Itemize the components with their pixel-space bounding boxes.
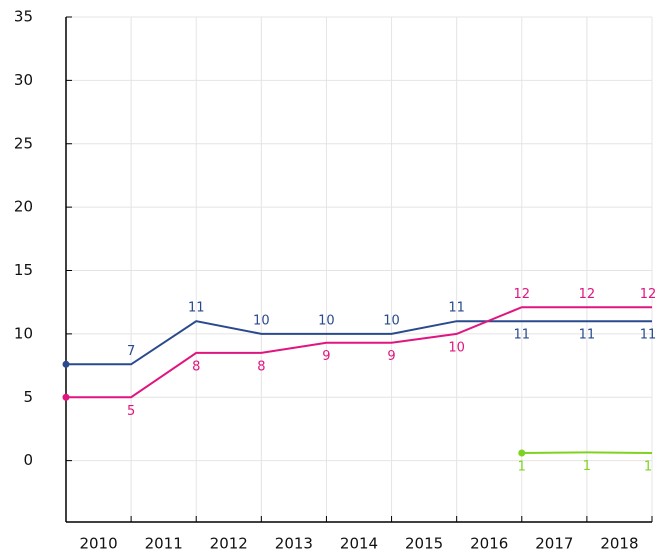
series-line bbox=[521, 451, 653, 455]
value-label: 10 bbox=[383, 313, 400, 328]
series-line bbox=[66, 320, 652, 366]
y-tick-label: 0 bbox=[23, 451, 33, 469]
start-dot bbox=[518, 449, 526, 457]
value-label: 11 bbox=[188, 301, 205, 316]
start-dot bbox=[62, 393, 70, 401]
value-label: 1 bbox=[518, 460, 526, 475]
value-label: 11 bbox=[514, 328, 531, 343]
series-line bbox=[66, 306, 652, 399]
value-label: 8 bbox=[257, 359, 265, 374]
value-label: 11 bbox=[448, 301, 465, 316]
value-label: 12 bbox=[579, 287, 596, 302]
value-label: 5 bbox=[127, 404, 135, 419]
value-label: 10 bbox=[318, 313, 335, 328]
x-tick-label: 2012 bbox=[210, 535, 248, 553]
y-tick-label: 35 bbox=[14, 8, 33, 26]
y-tick-label: 15 bbox=[14, 261, 33, 279]
y-tick-label: 10 bbox=[14, 324, 33, 342]
value-label: 7 bbox=[127, 344, 135, 359]
y-tick-label: 5 bbox=[23, 388, 33, 406]
value-label: 12 bbox=[640, 287, 657, 302]
x-tick-label: 2016 bbox=[470, 535, 508, 553]
value-label: 9 bbox=[387, 349, 395, 364]
x-tick-label: 2018 bbox=[600, 535, 638, 553]
value-label: 11 bbox=[640, 328, 657, 343]
y-tick-label: 20 bbox=[14, 198, 33, 216]
start-dot bbox=[62, 360, 70, 368]
value-label: 8 bbox=[192, 359, 200, 374]
x-tick-label: 2010 bbox=[79, 535, 117, 553]
x-tick-label: 2015 bbox=[405, 535, 443, 553]
value-label: 12 bbox=[514, 287, 531, 302]
x-tick-label: 2011 bbox=[145, 535, 183, 553]
x-tick-label: 2014 bbox=[340, 535, 378, 553]
value-label: 10 bbox=[448, 340, 465, 355]
x-tick-label: 2017 bbox=[535, 535, 573, 553]
x-tick-label: 2013 bbox=[275, 535, 313, 553]
value-label: 1 bbox=[644, 460, 652, 475]
value-label: 11 bbox=[579, 328, 596, 343]
y-tick-label: 30 bbox=[14, 71, 33, 89]
value-label: 1 bbox=[583, 459, 591, 474]
y-tick-label: 25 bbox=[14, 134, 33, 152]
value-label: 10 bbox=[253, 313, 270, 328]
value-label: 9 bbox=[322, 349, 330, 364]
